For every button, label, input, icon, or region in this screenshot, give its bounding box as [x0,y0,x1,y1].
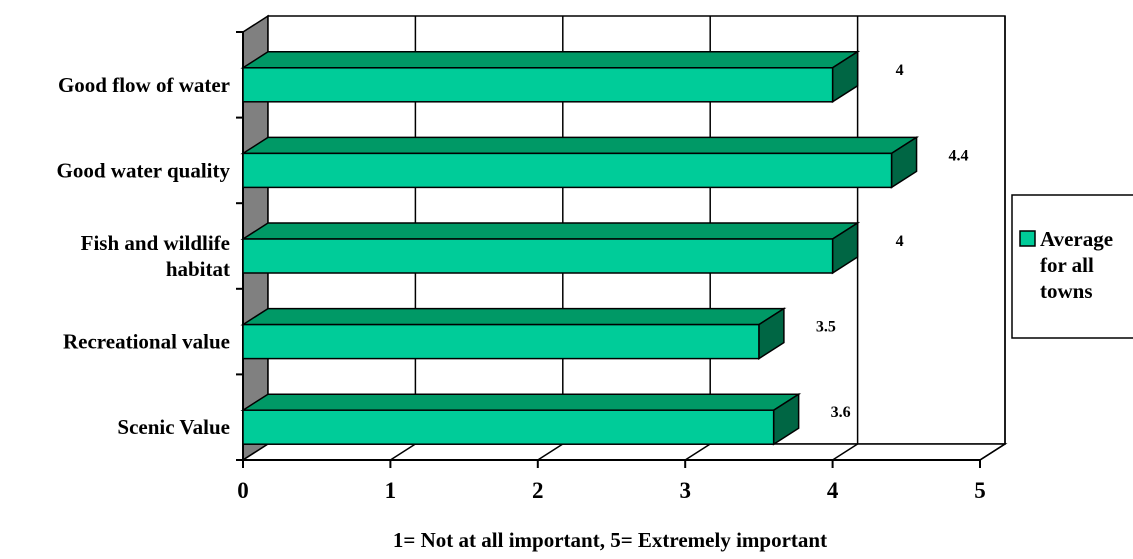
bar-top [240,307,787,326]
data-label: 3.5 [816,319,836,336]
floor-gridline [979,443,1006,461]
data-label: 3.6 [831,404,851,421]
legend-entry: Average [1040,227,1113,251]
bar [242,238,834,274]
x-tick-label: 5 [974,478,986,503]
category-label: Scenic Value [117,415,230,439]
category-label: Good flow of water [58,73,230,97]
bars [240,50,920,446]
bar-top [240,51,861,69]
bar [242,67,834,103]
category-label: Good water quality [57,158,231,182]
legend-entry: towns [1040,279,1093,303]
bar-top [240,393,802,411]
bar [242,323,760,360]
x-axis-label: 1= Not at all important, 5= Extremely im… [393,528,827,552]
floor-gridline [389,443,416,461]
category-label: Recreational value [63,330,230,354]
data-label: 4.4 [949,147,969,164]
floor-gridline [684,443,711,461]
data-label: 4 [896,62,904,79]
bar-top [240,136,920,155]
category-label: habitat [166,257,230,281]
bar-top [240,222,861,240]
x-tick-label: 1 [385,478,397,503]
data-label: 4 [896,233,904,250]
category-label: Fish and wildlife [81,231,230,255]
floor-gridline [832,443,859,461]
x-tick-label: 2 [532,478,544,503]
legend-swatch [1019,230,1036,247]
bar [242,409,775,445]
bar [242,152,893,189]
x-tick-label: 4 [827,478,839,503]
x-tick-label: 0 [237,478,249,503]
data-labels: 4 4.4 4 3.5 3.6 [816,62,969,421]
x-tick-label: 3 [679,478,691,503]
floor [240,443,1008,461]
category-labels: Good flow of water Good water quality Fish… [57,73,231,439]
floor-gridline [537,443,564,461]
x-tick-labels: 0 1 2 3 4 5 [237,478,986,503]
legend-box [1011,194,1133,339]
legend-entry: for all [1040,253,1094,277]
